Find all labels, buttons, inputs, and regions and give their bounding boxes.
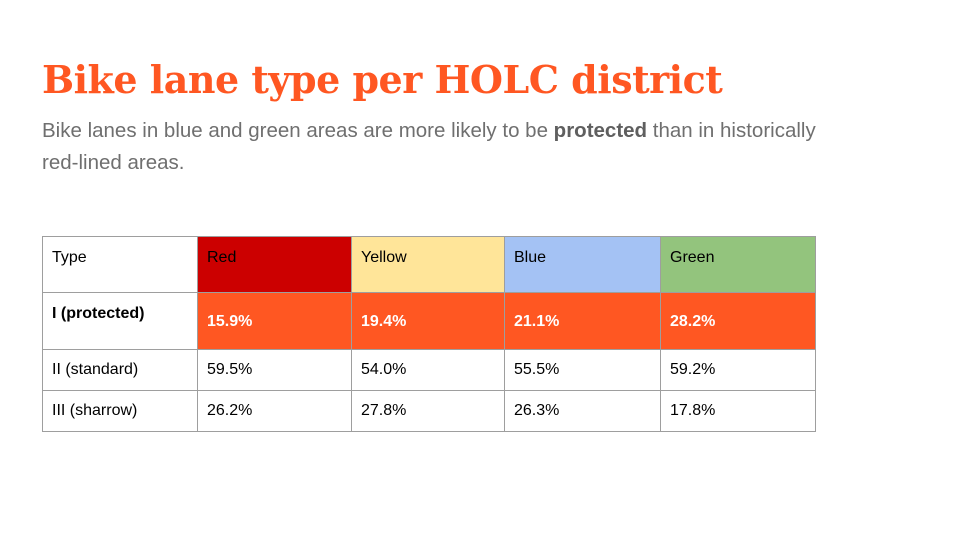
header-cell-green: Green: [660, 236, 816, 293]
cell-sharrow-yellow: 27.8%: [351, 390, 505, 432]
cell-sharrow-blue: 26.3%: [504, 390, 661, 432]
cell-protected-green: 28.2%: [660, 292, 816, 350]
table-header-row: Type Red Yellow Blue Green: [42, 236, 816, 293]
table-row-standard: II (standard) 59.5% 54.0% 55.5% 59.2%: [42, 349, 816, 391]
slide-subtitle: Bike lanes in blue and green areas are m…: [42, 115, 842, 179]
table-row-protected: I (protected) 15.9% 19.4% 21.1% 28.2%: [42, 292, 816, 350]
header-cell-type: Type: [42, 236, 198, 293]
cell-sharrow-green: 17.8%: [660, 390, 816, 432]
row-label-protected: I (protected): [42, 292, 198, 350]
cell-protected-red: 15.9%: [197, 292, 352, 350]
cell-sharrow-red: 26.2%: [197, 390, 352, 432]
cell-standard-yellow: 54.0%: [351, 349, 505, 391]
table-row-sharrow: III (sharrow) 26.2% 27.8% 26.3% 17.8%: [42, 390, 816, 432]
header-cell-red: Red: [197, 236, 352, 293]
cell-protected-blue: 21.1%: [504, 292, 661, 350]
cell-standard-red: 59.5%: [197, 349, 352, 391]
row-label-sharrow: III (sharrow): [42, 390, 198, 432]
header-cell-yellow: Yellow: [351, 236, 505, 293]
cell-standard-blue: 55.5%: [504, 349, 661, 391]
row-label-standard: II (standard): [42, 349, 198, 391]
subtitle-text-before: Bike lanes in blue and green areas are m…: [42, 119, 554, 142]
slide-title: Bike lane type per HOLC district: [42, 57, 723, 102]
bike-lane-table: Type Red Yellow Blue Green I (protected)…: [42, 236, 816, 432]
subtitle-emphasis: protected: [553, 119, 648, 142]
header-cell-blue: Blue: [504, 236, 661, 293]
subtitle-text-after: than in historically red-lined areas.: [42, 119, 816, 174]
cell-standard-green: 59.2%: [660, 349, 816, 391]
cell-protected-yellow: 19.4%: [351, 292, 505, 350]
